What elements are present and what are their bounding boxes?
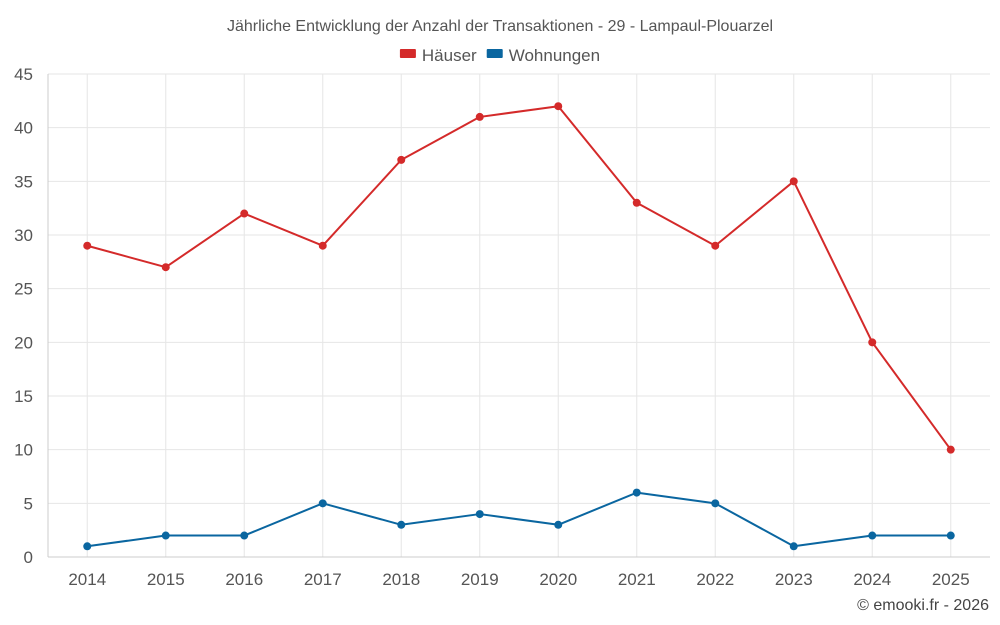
data-point-wohnungen [397,520,406,529]
x-tick-label: 2019 [461,570,499,589]
x-tick-label: 2022 [696,570,734,589]
data-point-wohnungen [789,542,798,551]
series-line-wohnungen [87,491,951,548]
y-tick-label: 15 [14,387,33,406]
data-point-haeuser [83,241,92,250]
legend-swatch [486,49,503,58]
data-point-haeuser [789,177,798,186]
data-point-wohnungen [318,499,327,508]
data-point-wohnungen [946,531,955,540]
x-tick-label: 2024 [853,570,891,589]
x-tick-label: 2021 [618,570,656,589]
data-point-wohnungen [632,488,641,497]
data-point-haeuser [240,209,249,218]
data-point-wohnungen [240,531,249,540]
x-tick-label: 2025 [932,570,970,589]
y-tick-label: 35 [14,172,33,191]
y-tick-label: 25 [14,280,33,299]
data-point-haeuser [946,445,955,454]
x-tick-label: 2020 [539,570,577,589]
chart-title: Jährliche Entwicklung der Anzahl der Tra… [227,18,773,35]
data-point-haeuser [397,155,406,164]
data-point-haeuser [318,241,327,250]
data-point-wohnungen [868,531,877,540]
y-tick-label: 20 [14,333,33,352]
y-tick-label: 0 [24,548,33,567]
data-point-wohnungen [711,499,720,508]
x-tick-label: 2023 [775,570,813,589]
legend: Häuser Wohnungen [399,46,600,65]
data-point-wohnungen [161,531,170,540]
y-axis: 0 5 10 15 20 25 30 35 40 45 [14,65,33,567]
legend-item[interactable]: Häuser [399,46,477,65]
y-tick-label: 10 [14,441,33,460]
data-point-haeuser [554,102,563,111]
legend-swatch [399,49,416,58]
legend-item[interactable]: Wohnungen [486,46,600,65]
data-point-wohnungen [83,542,92,551]
grid [47,73,990,558]
series-line-haeuser [86,105,952,451]
x-tick-label: 2016 [225,570,263,589]
x-tick-label: 2014 [68,570,106,589]
x-tick-label: 2018 [382,570,420,589]
y-tick-label: 5 [24,494,33,513]
credit-text: © emooki.fr - 2026 [857,597,989,614]
data-point-haeuser [711,241,720,250]
legend-label: Häuser [422,46,477,65]
x-tick-label: 2017 [304,570,342,589]
x-axis: 2014 2015 2016 2017 2018 2019 2020 2021 2022 2023… [68,570,969,589]
legend-label: Wohnungen [509,46,600,65]
series-layer [83,102,955,551]
y-tick-label: 30 [14,226,33,245]
data-point-wohnungen [475,510,484,519]
data-point-wohnungen [554,520,563,529]
x-tick-label: 2015 [147,570,185,589]
data-point-haeuser [632,198,641,207]
data-point-haeuser [868,338,877,347]
data-point-haeuser [475,112,484,121]
data-point-haeuser [161,263,170,272]
y-tick-label: 40 [14,119,33,138]
y-tick-label: 45 [14,65,33,84]
